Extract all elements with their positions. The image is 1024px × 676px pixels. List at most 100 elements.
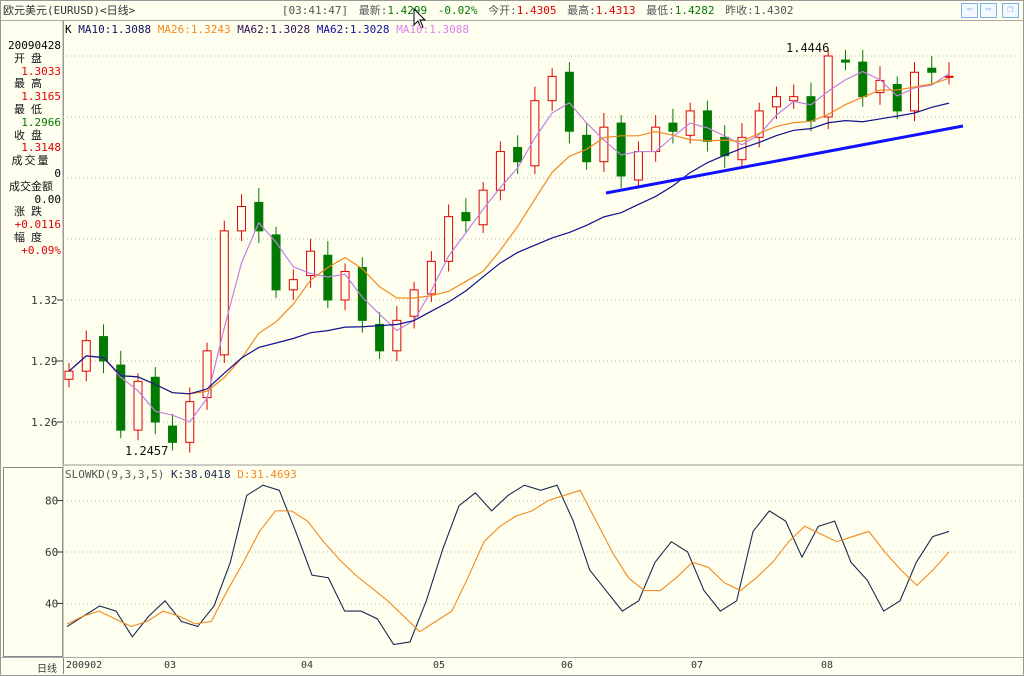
legend-ma62-b: MA62:1.3028 [316, 23, 390, 36]
high-annotation: 1.4446 [786, 41, 829, 55]
last-label: 最新: [358, 4, 388, 17]
next-arrow-icon[interactable]: ⇨ [980, 3, 997, 18]
legend-ma10-b: MA10:1.3088 [396, 23, 470, 36]
symbol-title: 欧元美元(EURUSD)<日线> [3, 4, 136, 17]
candle-down [892, 83, 902, 112]
prev-arrow-icon[interactable]: ⇦ [961, 3, 978, 18]
candle-down [564, 71, 574, 132]
kd-k-value: K:38.0418 [170, 468, 231, 481]
open-label: 今开: [488, 4, 517, 17]
legend-k: K [65, 23, 72, 36]
x-tick: 05 [433, 660, 446, 671]
candle-up [823, 55, 833, 118]
candle-down [582, 134, 592, 163]
info-date: 20090428 [8, 39, 61, 52]
close-value: 1.3148 [21, 141, 61, 155]
time: [03:41:47] [281, 4, 349, 17]
open-value: 1.3033 [21, 64, 61, 78]
amount-label: 成交金额 [9, 179, 53, 193]
candle-down [513, 147, 523, 163]
candle-up [944, 75, 954, 78]
low-label: 最低: [646, 4, 675, 17]
candle-down [254, 201, 264, 232]
high-label: 最高 [14, 77, 48, 91]
k-line [66, 484, 950, 646]
pct-value: +0.09% [21, 243, 61, 257]
legend-ma62: MA62:1.3028 [237, 23, 311, 36]
candle-up [288, 279, 298, 291]
candle-down [840, 59, 850, 63]
d-line [66, 489, 950, 633]
candle-up [392, 319, 402, 352]
restore-window-icon[interactable]: ❐ [1002, 3, 1019, 18]
low-annotation: 1.2457 [125, 444, 168, 458]
candle-up [64, 370, 74, 380]
candle-up [754, 110, 764, 138]
mouse-cursor-icon [413, 7, 427, 29]
x-tick: 07 [691, 660, 704, 671]
candle-up [909, 71, 919, 112]
candle-up [409, 289, 419, 317]
candle-up [444, 216, 454, 262]
x-tick: 03 [164, 660, 177, 671]
prev-label: 昨收: [725, 4, 754, 17]
low-value: 1.2966 [21, 115, 61, 129]
period-label: 日线 [37, 664, 57, 675]
chart-canvas[interactable]: 1.32 1.29 1.26 80 60 40 1.4446 1.2457 [1, 1, 1023, 657]
x-tick: 08 [821, 660, 834, 671]
legend-ma26: MA26:1.3243 [157, 23, 231, 36]
volume-value: 0 [54, 166, 61, 180]
low-label: 最低 [14, 102, 48, 116]
candle-up [789, 96, 799, 102]
candle-up [547, 75, 557, 102]
candle-down [858, 61, 868, 98]
candle-up [495, 151, 505, 191]
candle-down [116, 364, 126, 431]
high-price: 1.4313 [595, 4, 636, 17]
x-tick: 200902 [66, 660, 103, 671]
kd-d-value: D:31.4693 [237, 468, 297, 481]
candle-down [271, 234, 281, 291]
candle-down [150, 376, 160, 423]
kd-tick-label: 60 [45, 546, 58, 559]
candle-up [651, 126, 661, 153]
candle-up [237, 205, 247, 232]
low-price: 1.4282 [674, 4, 715, 17]
candle-down [927, 67, 937, 73]
kd-name: SLOWKD(9,3,3,5) [65, 468, 165, 481]
y-tick-label: 1.32 [31, 294, 58, 307]
candle-down [461, 212, 471, 222]
candle-up [306, 250, 316, 277]
candle-up [633, 151, 643, 181]
candle-up [530, 100, 540, 167]
candle-down [357, 266, 367, 321]
kd-legend: SLOWKD(9,3,3,5) K:38.0418 D:31.4693 [65, 468, 297, 481]
candle-down [702, 110, 712, 142]
high-value: 1.3165 [21, 90, 61, 104]
legend-ma10: MA10:1.3088 [78, 23, 152, 36]
open-price: 1.4305 [516, 4, 557, 17]
kd-tick-label: 40 [45, 597, 58, 610]
candle-down [668, 122, 678, 132]
y-tick-label: 1.26 [31, 416, 58, 429]
volume-label: 成交量 [11, 154, 51, 168]
change-label: 涨跌 [14, 205, 48, 219]
ma62-line [68, 102, 950, 395]
close-label: 收盘 [14, 128, 48, 142]
quote-bar: 欧元美元(EURUSD)<日线> [03:41:47] 最新:1.4299 -0… [1, 1, 1023, 21]
candle-down [168, 425, 178, 443]
candle-up [771, 96, 781, 108]
pct-label: 幅度 [14, 230, 48, 244]
candle-up [340, 271, 350, 301]
candle-down [99, 336, 109, 362]
candle-up [133, 380, 143, 431]
ma-legend: K MA10:1.3088 MA26:1.3243 MA62:1.3028 MA… [65, 23, 469, 36]
prev-close: 1.4302 [753, 4, 794, 17]
candle-up [478, 189, 488, 226]
x-tick: 06 [561, 660, 574, 671]
candle-down [375, 323, 385, 352]
amount-value: 0.00 [34, 192, 62, 206]
candle-down [616, 122, 626, 177]
change: -0.02% [437, 4, 478, 17]
